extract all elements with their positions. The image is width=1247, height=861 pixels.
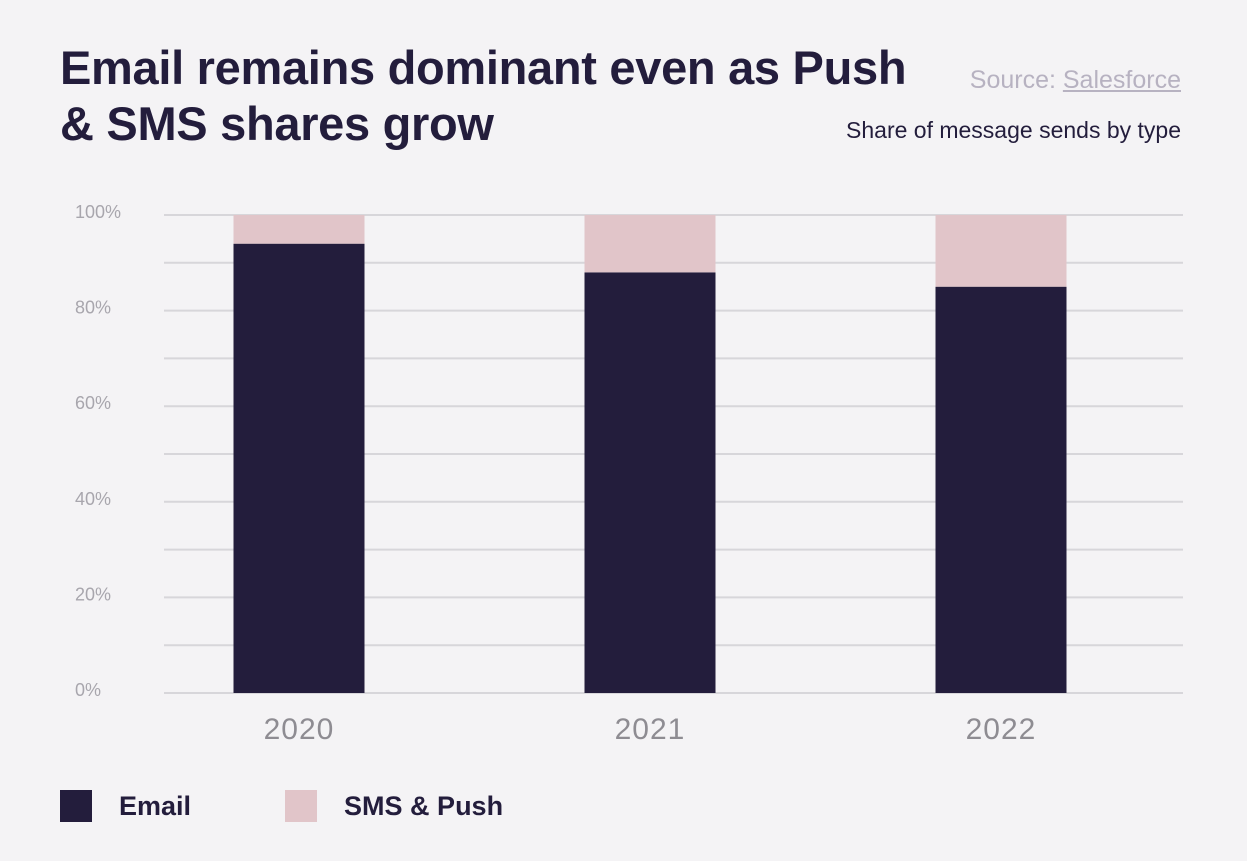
chart-subtitle: Share of message sends by type [846,117,1181,143]
x-tick-label-2020: 2020 [264,713,335,746]
bar-sms-push-2020[interactable] [233,215,365,244]
bar-sms-push-2021[interactable] [584,215,716,273]
legend-item-email[interactable]: Email [60,790,191,822]
chart-title: Email remains dominant even as Push & SM… [60,41,907,150]
bars [233,215,1067,693]
legend-label-email: Email [119,790,192,821]
x-axis-labels: 2020 2021 2022 [264,713,1037,746]
legend-label-sms-push: SMS & Push [344,790,504,821]
y-tick-label: 0% [75,680,101,700]
bar-email-2020[interactable] [233,243,365,693]
legend: Email SMS & Push [60,790,597,822]
source-link[interactable]: Salesforce [1062,66,1181,94]
bar-sms-push-2022[interactable] [935,215,1067,287]
x-tick-label-2021: 2021 [615,713,686,746]
bar-email-2021[interactable] [584,272,716,693]
legend-item-sms-push[interactable]: SMS & Push [285,790,503,822]
y-tick-label: 40% [75,489,111,509]
x-tick-label-2022: 2022 [966,713,1037,746]
y-tick-label: 100% [75,202,121,222]
bar-email-2022[interactable] [935,286,1067,693]
y-tick-label: 60% [75,393,111,413]
source-note: Source: Salesforce [970,66,1181,95]
y-tick-label: 80% [75,298,111,318]
sms-push-swatch [285,790,318,822]
source-prefix: Source: [969,66,1063,94]
email-swatch [60,790,92,822]
y-tick-label: 20% [75,584,111,604]
y-axis-ticks: 0% 20% 40% 60% 80% 100% [75,202,121,700]
